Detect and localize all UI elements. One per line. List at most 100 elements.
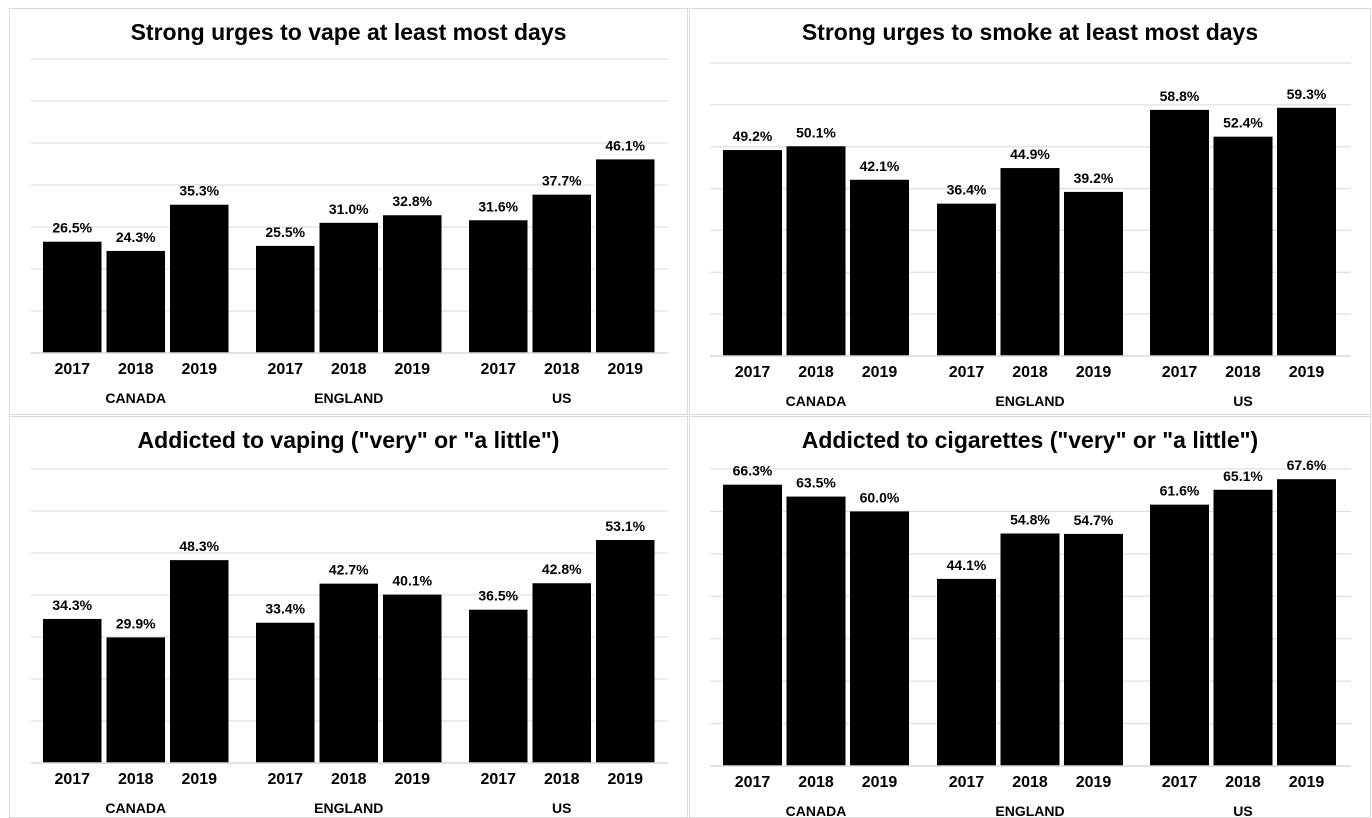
bar	[1064, 192, 1123, 356]
bar	[596, 159, 655, 353]
bar	[937, 204, 996, 356]
data-label: 39.2%	[1074, 170, 1114, 186]
bar	[1001, 533, 1060, 766]
bar	[533, 195, 592, 353]
bar	[723, 150, 782, 356]
x-group-label: CANADA	[786, 803, 847, 818]
x-tick-label: 2019	[862, 364, 898, 381]
data-label: 37.7%	[542, 173, 582, 189]
x-tick-label: 2017	[267, 771, 303, 788]
data-label: 26.5%	[52, 220, 92, 236]
data-label: 34.3%	[52, 597, 92, 613]
x-tick-label: 2018	[544, 361, 580, 378]
bar	[320, 223, 379, 353]
x-tick-label: 2017	[735, 774, 771, 791]
bar	[1277, 479, 1336, 766]
bar	[937, 579, 996, 766]
x-tick-label: 2019	[394, 361, 430, 378]
data-label: 53.1%	[605, 518, 645, 534]
x-tick-label: 2019	[1076, 774, 1112, 791]
x-tick-label: 2018	[798, 364, 834, 381]
x-group-label: CANADA	[786, 393, 847, 409]
bar	[256, 623, 315, 763]
bar	[723, 485, 782, 766]
bar	[1214, 137, 1273, 356]
bar	[383, 215, 442, 353]
bar	[533, 583, 592, 763]
x-tick-label: 2019	[181, 361, 217, 378]
bar	[1001, 168, 1060, 356]
bar	[787, 146, 846, 356]
bar	[107, 637, 166, 763]
bar	[43, 242, 102, 353]
data-label: 66.3%	[733, 463, 773, 479]
bar	[320, 584, 379, 763]
bar	[469, 610, 528, 763]
x-tick-label: 2019	[607, 361, 643, 378]
x-tick-label: 2017	[949, 774, 985, 791]
x-tick-label: 2019	[862, 774, 898, 791]
chart-panel-vape-urges: Strong urges to vape at least most days …	[9, 8, 688, 415]
x-tick-label: 2018	[331, 771, 367, 788]
data-label: 42.7%	[329, 562, 369, 578]
x-tick-label: 2019	[1076, 364, 1112, 381]
data-label: 58.8%	[1160, 88, 1200, 104]
x-tick-label: 2017	[735, 364, 771, 381]
bar-chart: 34.3% 2017 29.9% 2018 48.3% 2019 CANADA 33.4% 20…	[10, 417, 688, 818]
bar	[1064, 534, 1123, 766]
data-label: 32.8%	[392, 193, 432, 209]
x-tick-label: 2017	[54, 361, 90, 378]
data-label: 54.7%	[1074, 512, 1114, 528]
x-tick-label: 2017	[949, 364, 985, 381]
x-tick-label: 2017	[480, 771, 516, 788]
x-tick-label: 2019	[394, 771, 430, 788]
bar	[1214, 490, 1273, 766]
data-label: 42.1%	[860, 158, 900, 174]
data-label: 65.1%	[1223, 468, 1263, 484]
x-tick-label: 2018	[544, 771, 580, 788]
x-tick-label: 2018	[1012, 774, 1048, 791]
bar	[43, 619, 102, 763]
data-label: 40.1%	[392, 573, 432, 589]
bar	[787, 497, 846, 766]
x-tick-label: 2018	[1225, 774, 1261, 791]
data-label: 29.9%	[116, 615, 156, 631]
data-label: 36.5%	[478, 588, 518, 604]
x-group-label: CANADA	[105, 800, 166, 816]
bar	[170, 560, 229, 763]
x-group-label: ENGLAND	[314, 390, 383, 406]
x-tick-label: 2018	[118, 361, 154, 378]
x-tick-label: 2018	[798, 774, 834, 791]
data-label: 63.5%	[796, 475, 836, 491]
data-label: 60.0%	[860, 489, 900, 505]
data-label: 35.3%	[179, 183, 219, 199]
data-label: 59.3%	[1287, 86, 1327, 102]
data-label: 31.6%	[478, 198, 518, 214]
x-tick-label: 2019	[607, 771, 643, 788]
data-label: 48.3%	[179, 538, 219, 554]
x-group-label: US	[552, 390, 571, 406]
x-tick-label: 2017	[54, 771, 90, 788]
x-group-label: CANADA	[105, 390, 166, 406]
data-label: 44.9%	[1010, 146, 1050, 162]
bar-chart: 49.2%201750.1%201842.1%2019CANADA36.4%20…	[690, 9, 1371, 415]
bar	[256, 246, 315, 353]
x-tick-label: 2017	[1162, 774, 1198, 791]
x-tick-label: 2019	[181, 771, 217, 788]
data-label: 52.4%	[1223, 115, 1263, 131]
data-label: 50.1%	[796, 124, 836, 140]
bar	[469, 220, 528, 353]
x-tick-label: 2017	[1162, 364, 1198, 381]
bar	[1277, 108, 1336, 356]
x-group-label: US	[1233, 803, 1252, 818]
x-tick-label: 2018	[1225, 364, 1261, 381]
x-tick-label: 2018	[118, 771, 154, 788]
data-label: 36.4%	[947, 182, 987, 198]
x-tick-label: 2018	[331, 361, 367, 378]
bar-chart: 66.3% 2017 63.5% 2018 60.0% 2019 CANADA 44.1% 20…	[690, 417, 1371, 818]
bar	[850, 511, 909, 766]
x-tick-label: 2018	[1012, 364, 1048, 381]
data-label: 46.1%	[605, 137, 645, 153]
x-group-label: US	[1233, 393, 1252, 409]
x-tick-label: 2019	[1289, 364, 1325, 381]
